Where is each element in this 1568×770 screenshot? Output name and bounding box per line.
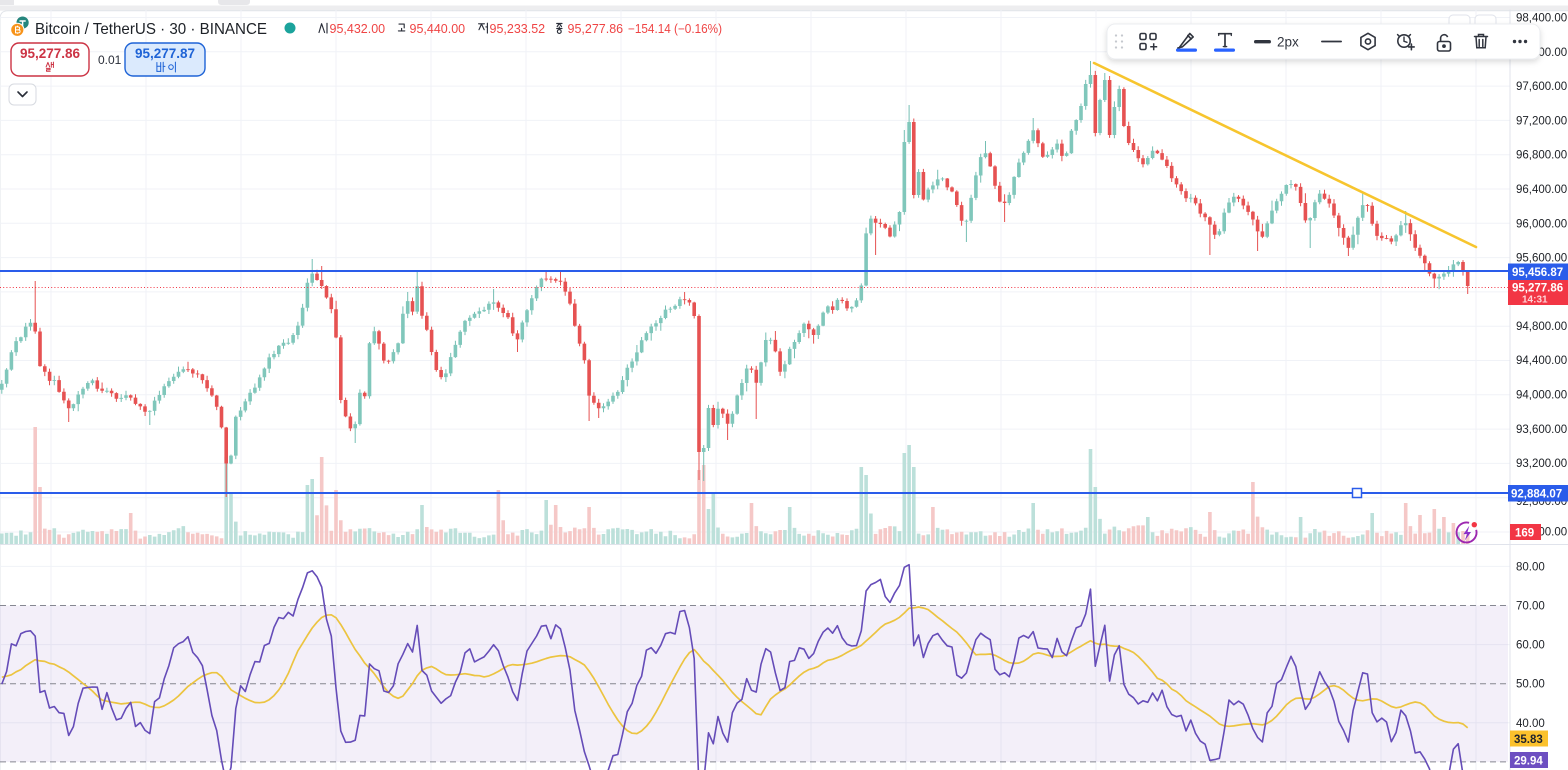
svg-text:60.00: 60.00 — [1516, 640, 1545, 652]
svg-text:29.94: 29.94 — [1514, 756, 1543, 768]
svg-text:40.00: 40.00 — [1516, 718, 1545, 730]
svg-text:Bitcoin / TetherUS · 30 · BINA: Bitcoin / TetherUS · 30 · BINANCE — [35, 21, 267, 38]
svg-text:95,233.52: 95,233.52 — [490, 22, 546, 36]
svg-text:0.01: 0.01 — [98, 53, 122, 67]
svg-text:94,400.00: 94,400.00 — [1516, 355, 1567, 367]
svg-text:97,200.00: 97,200.00 — [1516, 115, 1567, 127]
svg-text:−154.14 (−0.16%): −154.14 (−0.16%) — [628, 22, 722, 36]
svg-text:95,277.86: 95,277.86 — [20, 46, 81, 61]
svg-text:95,440.00: 95,440.00 — [410, 22, 466, 36]
svg-text:80.00: 80.00 — [1516, 561, 1545, 573]
svg-text:95,277.86: 95,277.86 — [568, 22, 624, 36]
svg-text:95,432.00: 95,432.00 — [330, 22, 386, 36]
svg-text:70.00: 70.00 — [1516, 601, 1545, 613]
svg-text:93,600.00: 93,600.00 — [1516, 424, 1567, 436]
svg-text:92,884.07: 92,884.07 — [1511, 489, 1562, 501]
svg-text:14:31: 14:31 — [1522, 295, 1548, 306]
svg-text:96,400.00: 96,400.00 — [1516, 184, 1567, 196]
svg-text:2px: 2px — [1277, 35, 1299, 50]
svg-text:94,800.00: 94,800.00 — [1516, 321, 1567, 333]
svg-text:35.83: 35.83 — [1514, 734, 1543, 746]
svg-text:96,000.00: 96,000.00 — [1516, 218, 1567, 230]
svg-text:96,800.00: 96,800.00 — [1516, 150, 1567, 162]
svg-text:95,456.87: 95,456.87 — [1512, 267, 1563, 279]
svg-text:50.00: 50.00 — [1516, 679, 1545, 691]
svg-text:95,277.86: 95,277.86 — [1512, 283, 1563, 295]
svg-text:169: 169 — [1515, 528, 1534, 540]
svg-text:95,600.00: 95,600.00 — [1516, 253, 1567, 265]
svg-text:98,400.00: 98,400.00 — [1516, 13, 1567, 25]
svg-text:95,277.87: 95,277.87 — [135, 46, 195, 61]
svg-text:93,200.00: 93,200.00 — [1516, 458, 1567, 470]
svg-text:97,600.00: 97,600.00 — [1516, 81, 1567, 93]
svg-text:94,000.00: 94,000.00 — [1516, 390, 1567, 402]
